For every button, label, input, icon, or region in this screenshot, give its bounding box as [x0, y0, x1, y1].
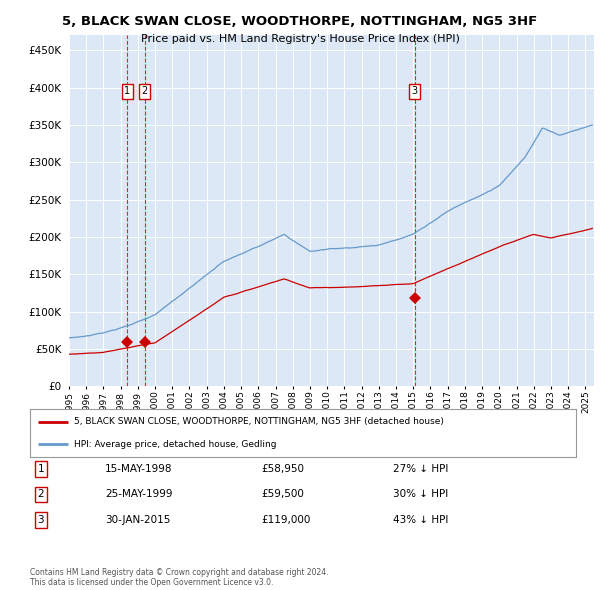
Text: 2: 2 — [142, 86, 148, 96]
Text: £59,500: £59,500 — [261, 490, 304, 499]
Text: 5, BLACK SWAN CLOSE, WOODTHORPE, NOTTINGHAM, NG5 3HF: 5, BLACK SWAN CLOSE, WOODTHORPE, NOTTING… — [62, 15, 538, 28]
Text: 43% ↓ HPI: 43% ↓ HPI — [393, 515, 448, 525]
Text: £119,000: £119,000 — [261, 515, 310, 525]
Text: 1: 1 — [37, 464, 44, 474]
Text: 3: 3 — [37, 515, 44, 525]
Text: 1: 1 — [124, 86, 130, 96]
Text: Contains HM Land Registry data © Crown copyright and database right 2024.
This d: Contains HM Land Registry data © Crown c… — [30, 568, 329, 587]
Text: Price paid vs. HM Land Registry's House Price Index (HPI): Price paid vs. HM Land Registry's House … — [140, 34, 460, 44]
Text: £58,950: £58,950 — [261, 464, 304, 474]
Text: 15-MAY-1998: 15-MAY-1998 — [105, 464, 173, 474]
Text: 30% ↓ HPI: 30% ↓ HPI — [393, 490, 448, 499]
Text: HPI: Average price, detached house, Gedling: HPI: Average price, detached house, Gedl… — [74, 440, 276, 448]
Text: 2: 2 — [37, 490, 44, 499]
Text: 30-JAN-2015: 30-JAN-2015 — [105, 515, 170, 525]
Text: 5, BLACK SWAN CLOSE, WOODTHORPE, NOTTINGHAM, NG5 3HF (detached house): 5, BLACK SWAN CLOSE, WOODTHORPE, NOTTING… — [74, 418, 443, 427]
Text: 25-MAY-1999: 25-MAY-1999 — [105, 490, 173, 499]
Text: 27% ↓ HPI: 27% ↓ HPI — [393, 464, 448, 474]
Text: 3: 3 — [412, 86, 418, 96]
